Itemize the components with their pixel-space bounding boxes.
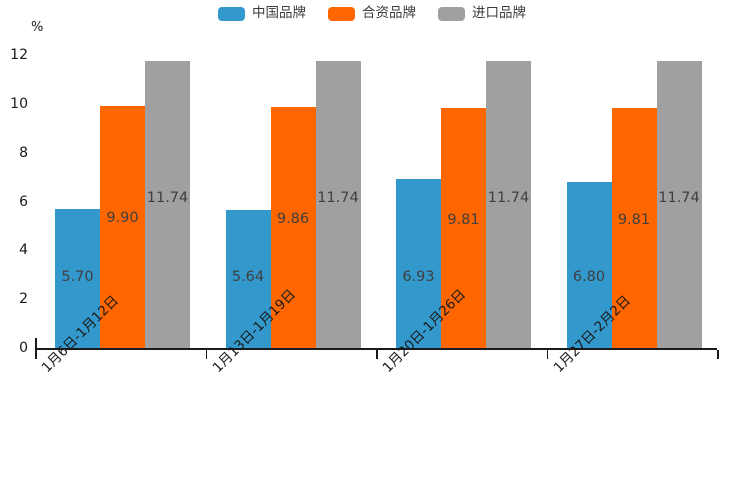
bar-china-brand-group-4[interactable]: 6.80 — [566, 181, 612, 348]
x-axis-tick-4 — [717, 350, 719, 359]
y-axis-tick-labels: 0 2 4 6 8 10 12 — [0, 0, 28, 496]
chart-legend: 中国品牌 合资品牌 进口品牌 — [0, 7, 744, 21]
bar-joint-venture-brand-group-3[interactable]: 9.81 — [441, 108, 486, 348]
y-axis-tick-8: 8 — [19, 144, 28, 161]
legend-swatch-joint-venture-brand — [328, 7, 355, 21]
x-axis-tick-0 — [35, 350, 37, 359]
y-axis-tick-0: 0 — [19, 340, 28, 356]
bar-import-brand-group-1[interactable]: 11.74 — [145, 61, 190, 348]
bar-value-label-joint-venture-brand-group-4: 9.81 — [617, 212, 651, 229]
y-axis-line — [35, 338, 37, 350]
bar-value-label-china-brand-group-1: 5.70 — [61, 269, 94, 285]
legend-item-joint-venture-brand[interactable]: 合资品牌 — [328, 7, 416, 21]
bar-value-label-import-brand-group-3: 11.74 — [487, 190, 530, 207]
y-axis-unit-label: % — [31, 20, 44, 35]
bar-value-label-joint-venture-brand-group-2: 9.86 — [276, 211, 310, 228]
bar-joint-venture-brand-group-1[interactable]: 9.90 — [100, 106, 145, 348]
bar-china-brand-group-1[interactable]: 5.70 — [55, 208, 100, 348]
bar-import-brand-group-3[interactable]: 11.74 — [486, 61, 531, 348]
y-axis-tick-6: 6 — [19, 193, 28, 210]
bar-value-label-china-brand-group-3: 6.93 — [402, 269, 435, 285]
x-axis-tick-3 — [546, 350, 548, 359]
bar-value-label-china-brand-group-2: 5.64 — [231, 269, 265, 285]
y-axis-tick-10: 10 — [10, 95, 28, 112]
x-axis-line — [35, 348, 717, 350]
plot-area: 5.70 9.90 11.74 5.64 9.86 11.74 6.93 9.81 11.74 6… — [55, 61, 702, 348]
legend-item-china-brand[interactable]: 中国品牌 — [218, 7, 306, 21]
bar-value-label-joint-venture-brand-group-1: 9.90 — [106, 210, 139, 227]
y-axis-tick-4: 4 — [19, 242, 28, 259]
legend-label-china-brand: 中国品牌 — [252, 5, 306, 22]
bar-value-label-china-brand-group-4: 6.80 — [572, 269, 606, 285]
bar-value-label-import-brand-group-2: 11.74 — [317, 190, 359, 207]
bar-value-label-import-brand-group-1: 11.74 — [146, 190, 189, 207]
legend-swatch-import-brand — [438, 7, 465, 21]
y-axis-tick-2: 2 — [19, 291, 28, 308]
legend-label-joint-venture-brand: 合资品牌 — [362, 5, 416, 22]
bar-import-brand-group-4[interactable]: 11.74 — [656, 61, 702, 348]
legend-label-import-brand: 进口品牌 — [472, 5, 526, 22]
x-axis-tick-2 — [376, 350, 378, 359]
legend-swatch-china-brand — [218, 7, 245, 21]
bar-joint-venture-brand-group-2[interactable]: 9.86 — [270, 107, 316, 348]
bar-china-brand-group-3[interactable]: 6.93 — [396, 178, 441, 348]
bar-china-brand-group-2[interactable]: 5.64 — [225, 210, 271, 348]
bar-import-brand-group-2[interactable]: 11.74 — [315, 61, 361, 348]
y-axis-tick-12: 12 — [10, 47, 28, 63]
legend-item-import-brand[interactable]: 进口品牌 — [438, 7, 526, 21]
bar-value-label-joint-venture-brand-group-3: 9.81 — [447, 212, 480, 229]
bar-value-label-import-brand-group-4: 11.74 — [658, 190, 700, 207]
bar-joint-venture-brand-group-4[interactable]: 9.81 — [611, 108, 657, 348]
x-axis-tick-1 — [205, 350, 207, 359]
